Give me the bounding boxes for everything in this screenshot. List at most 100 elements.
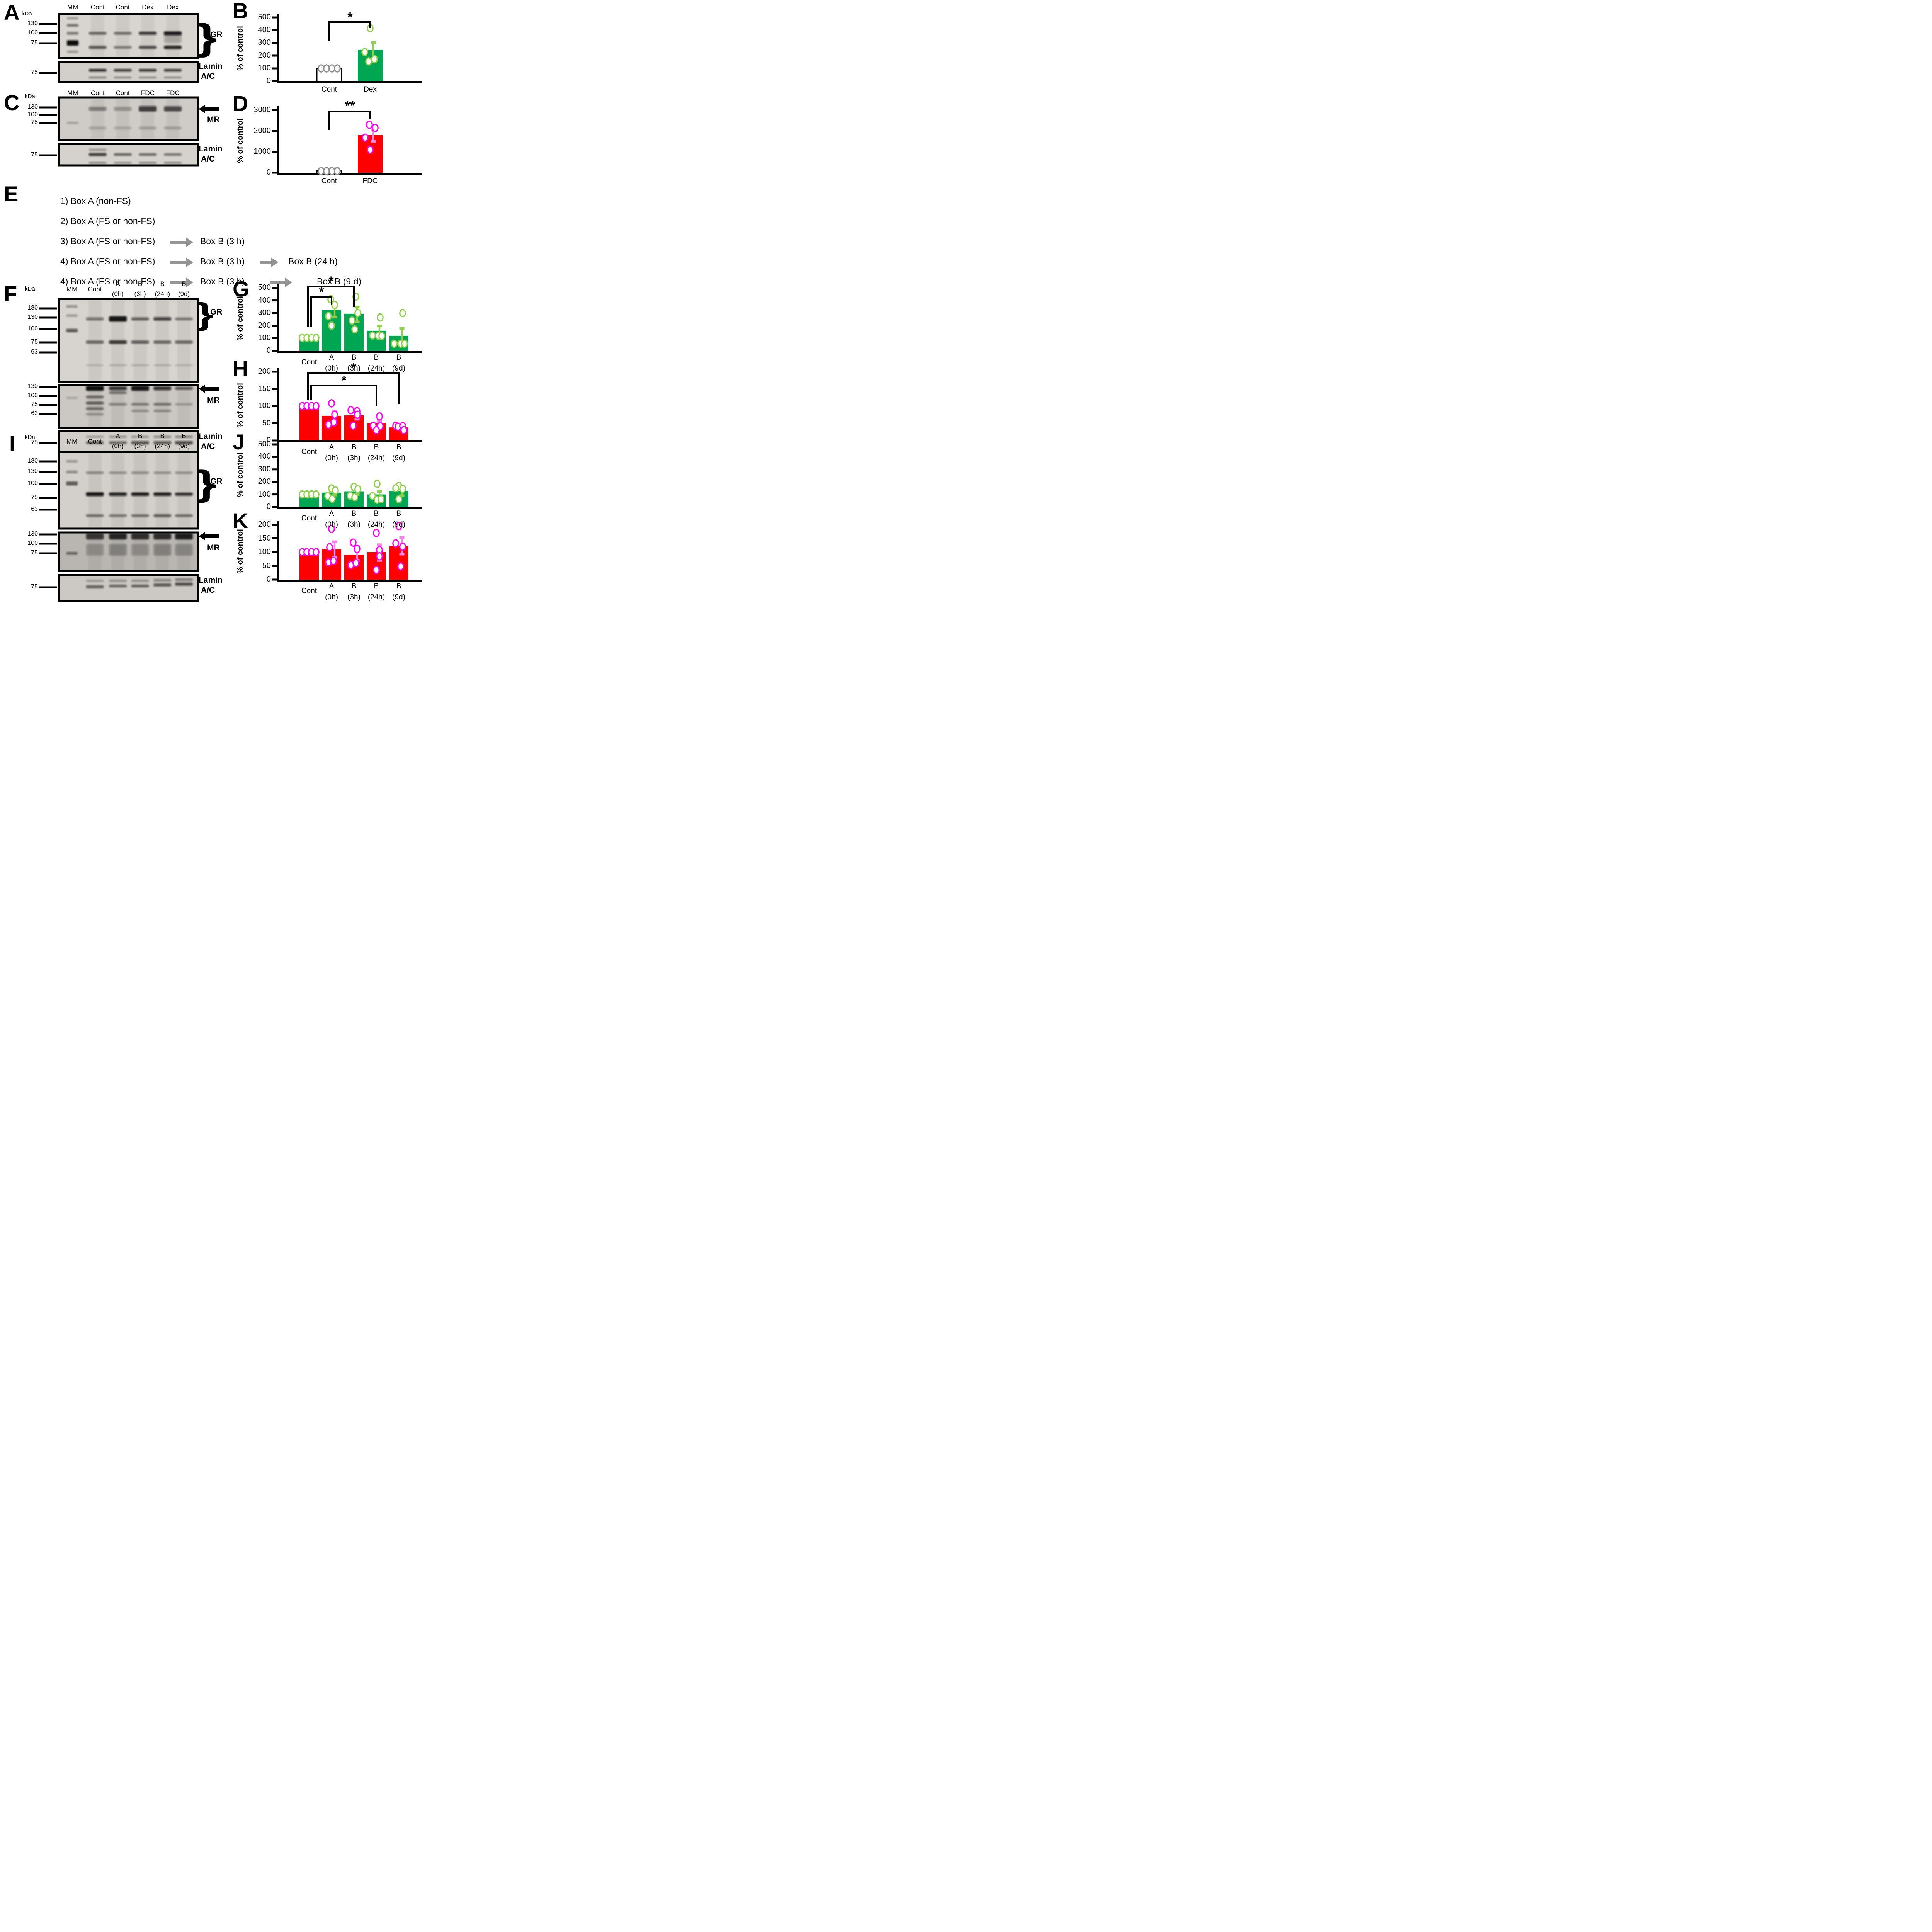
y-tick bbox=[272, 67, 279, 70]
y-tick bbox=[272, 80, 279, 82]
protein-band bbox=[66, 552, 78, 555]
lane-smear bbox=[88, 386, 102, 427]
protein-band bbox=[131, 403, 149, 406]
protein-band bbox=[131, 471, 149, 474]
y-tick-label: 150 bbox=[258, 534, 271, 543]
y-tick bbox=[272, 325, 279, 327]
y-tick bbox=[272, 29, 279, 31]
kda-marker-tick bbox=[39, 307, 57, 310]
error-bar bbox=[333, 542, 336, 558]
y-tick-label: 500 bbox=[258, 13, 271, 21]
lane-label: Cont bbox=[90, 3, 105, 11]
chart-D bbox=[272, 106, 422, 175]
error-bar-cap bbox=[354, 306, 360, 309]
kda-unit-label: kDa bbox=[25, 434, 35, 440]
x-category-label: A bbox=[329, 443, 334, 451]
lane-smear bbox=[133, 300, 147, 381]
kda-marker-label: 130 bbox=[27, 383, 38, 389]
data-point bbox=[373, 426, 380, 435]
protein-band bbox=[109, 492, 127, 496]
blot-border bbox=[58, 298, 199, 383]
y-tick bbox=[272, 42, 279, 44]
x-category-sublabel: (0h) bbox=[325, 364, 338, 372]
lane-smear bbox=[156, 386, 169, 427]
x-category-label: B bbox=[374, 510, 379, 518]
x-category-sublabel: (9d) bbox=[392, 364, 405, 372]
protein-band bbox=[109, 364, 127, 366]
gr-bracket-icon: } bbox=[196, 464, 216, 503]
bar-K-1 bbox=[322, 549, 341, 581]
protein-band bbox=[109, 386, 127, 390]
y-axis-label: % of control bbox=[236, 529, 245, 574]
y-tick bbox=[272, 565, 279, 567]
y-tick bbox=[272, 493, 279, 496]
x-axis bbox=[277, 507, 422, 509]
blot-border bbox=[58, 531, 199, 572]
blot-border bbox=[58, 13, 199, 59]
y-tick-label: 300 bbox=[258, 308, 271, 317]
data-point bbox=[395, 495, 402, 503]
data-point bbox=[328, 524, 335, 533]
y-tick-label: 100 bbox=[258, 490, 271, 498]
x-category-sublabel: (3h) bbox=[347, 593, 361, 601]
panel-letter-J: J bbox=[233, 430, 245, 454]
data-point bbox=[367, 145, 374, 154]
x-category-label: A bbox=[329, 354, 334, 362]
significance-bracket bbox=[328, 111, 371, 130]
data-point bbox=[378, 495, 384, 503]
kda-marker-label: 75 bbox=[31, 401, 38, 408]
kda-marker-tick bbox=[39, 154, 57, 156]
lane-smear bbox=[177, 300, 190, 381]
protein-band bbox=[88, 32, 107, 35]
y-tick-label: 100 bbox=[258, 64, 271, 72]
lamin-label: A/C bbox=[201, 72, 215, 81]
kda-marker-label: 75 bbox=[31, 69, 38, 76]
significance-asterisk: ** bbox=[345, 99, 355, 113]
lane-label: Cont bbox=[116, 3, 130, 11]
significance-bracket bbox=[307, 286, 355, 327]
x-category-label: Dex bbox=[364, 85, 377, 94]
protein-band bbox=[114, 32, 132, 35]
error-bar-cap bbox=[377, 324, 382, 327]
protein-band bbox=[153, 579, 172, 582]
data-point bbox=[313, 402, 320, 410]
bar-D-1 bbox=[358, 135, 383, 174]
y-tick bbox=[272, 151, 279, 153]
protein-band bbox=[114, 162, 132, 164]
error-bar-cap bbox=[332, 540, 337, 543]
protein-band bbox=[86, 579, 104, 582]
protein-band bbox=[175, 492, 193, 496]
protein-band bbox=[164, 33, 182, 43]
lane-label: MM bbox=[66, 438, 78, 445]
protein-band bbox=[88, 148, 107, 151]
y-tick-label: 100 bbox=[258, 333, 271, 342]
y-tick-label: 300 bbox=[258, 464, 271, 473]
kda-marker-label: 75 bbox=[31, 439, 38, 446]
y-tick bbox=[272, 54, 279, 57]
lane-label-time: (0h) bbox=[112, 442, 124, 450]
kda-marker-label: 75 bbox=[31, 119, 38, 126]
error-bar-cap bbox=[371, 41, 376, 44]
protein-band bbox=[139, 32, 157, 35]
significance-asterisk: * bbox=[341, 373, 347, 388]
x-category-label: Cont bbox=[301, 448, 317, 456]
error-bar bbox=[372, 130, 374, 141]
kda-marker-label: 180 bbox=[27, 304, 38, 311]
significance-bracket bbox=[328, 21, 371, 41]
y-tick-label: 200 bbox=[258, 51, 271, 60]
x-category-sublabel: (3h) bbox=[347, 364, 361, 372]
kda-marker-tick bbox=[39, 404, 57, 406]
y-tick bbox=[272, 481, 279, 483]
data-point bbox=[371, 55, 378, 64]
flow-arrow-icon bbox=[260, 258, 278, 267]
protein-band bbox=[139, 77, 157, 79]
lane-label: B bbox=[160, 280, 165, 287]
protein-band bbox=[86, 544, 104, 556]
protein-band bbox=[175, 435, 193, 438]
panel-letter-A: A bbox=[4, 0, 20, 24]
kda-marker-tick bbox=[39, 328, 57, 330]
protein-band bbox=[86, 386, 104, 391]
kda-marker-label: 63 bbox=[31, 506, 38, 512]
kda-marker-tick bbox=[39, 114, 57, 116]
significance-bracket bbox=[310, 296, 332, 327]
